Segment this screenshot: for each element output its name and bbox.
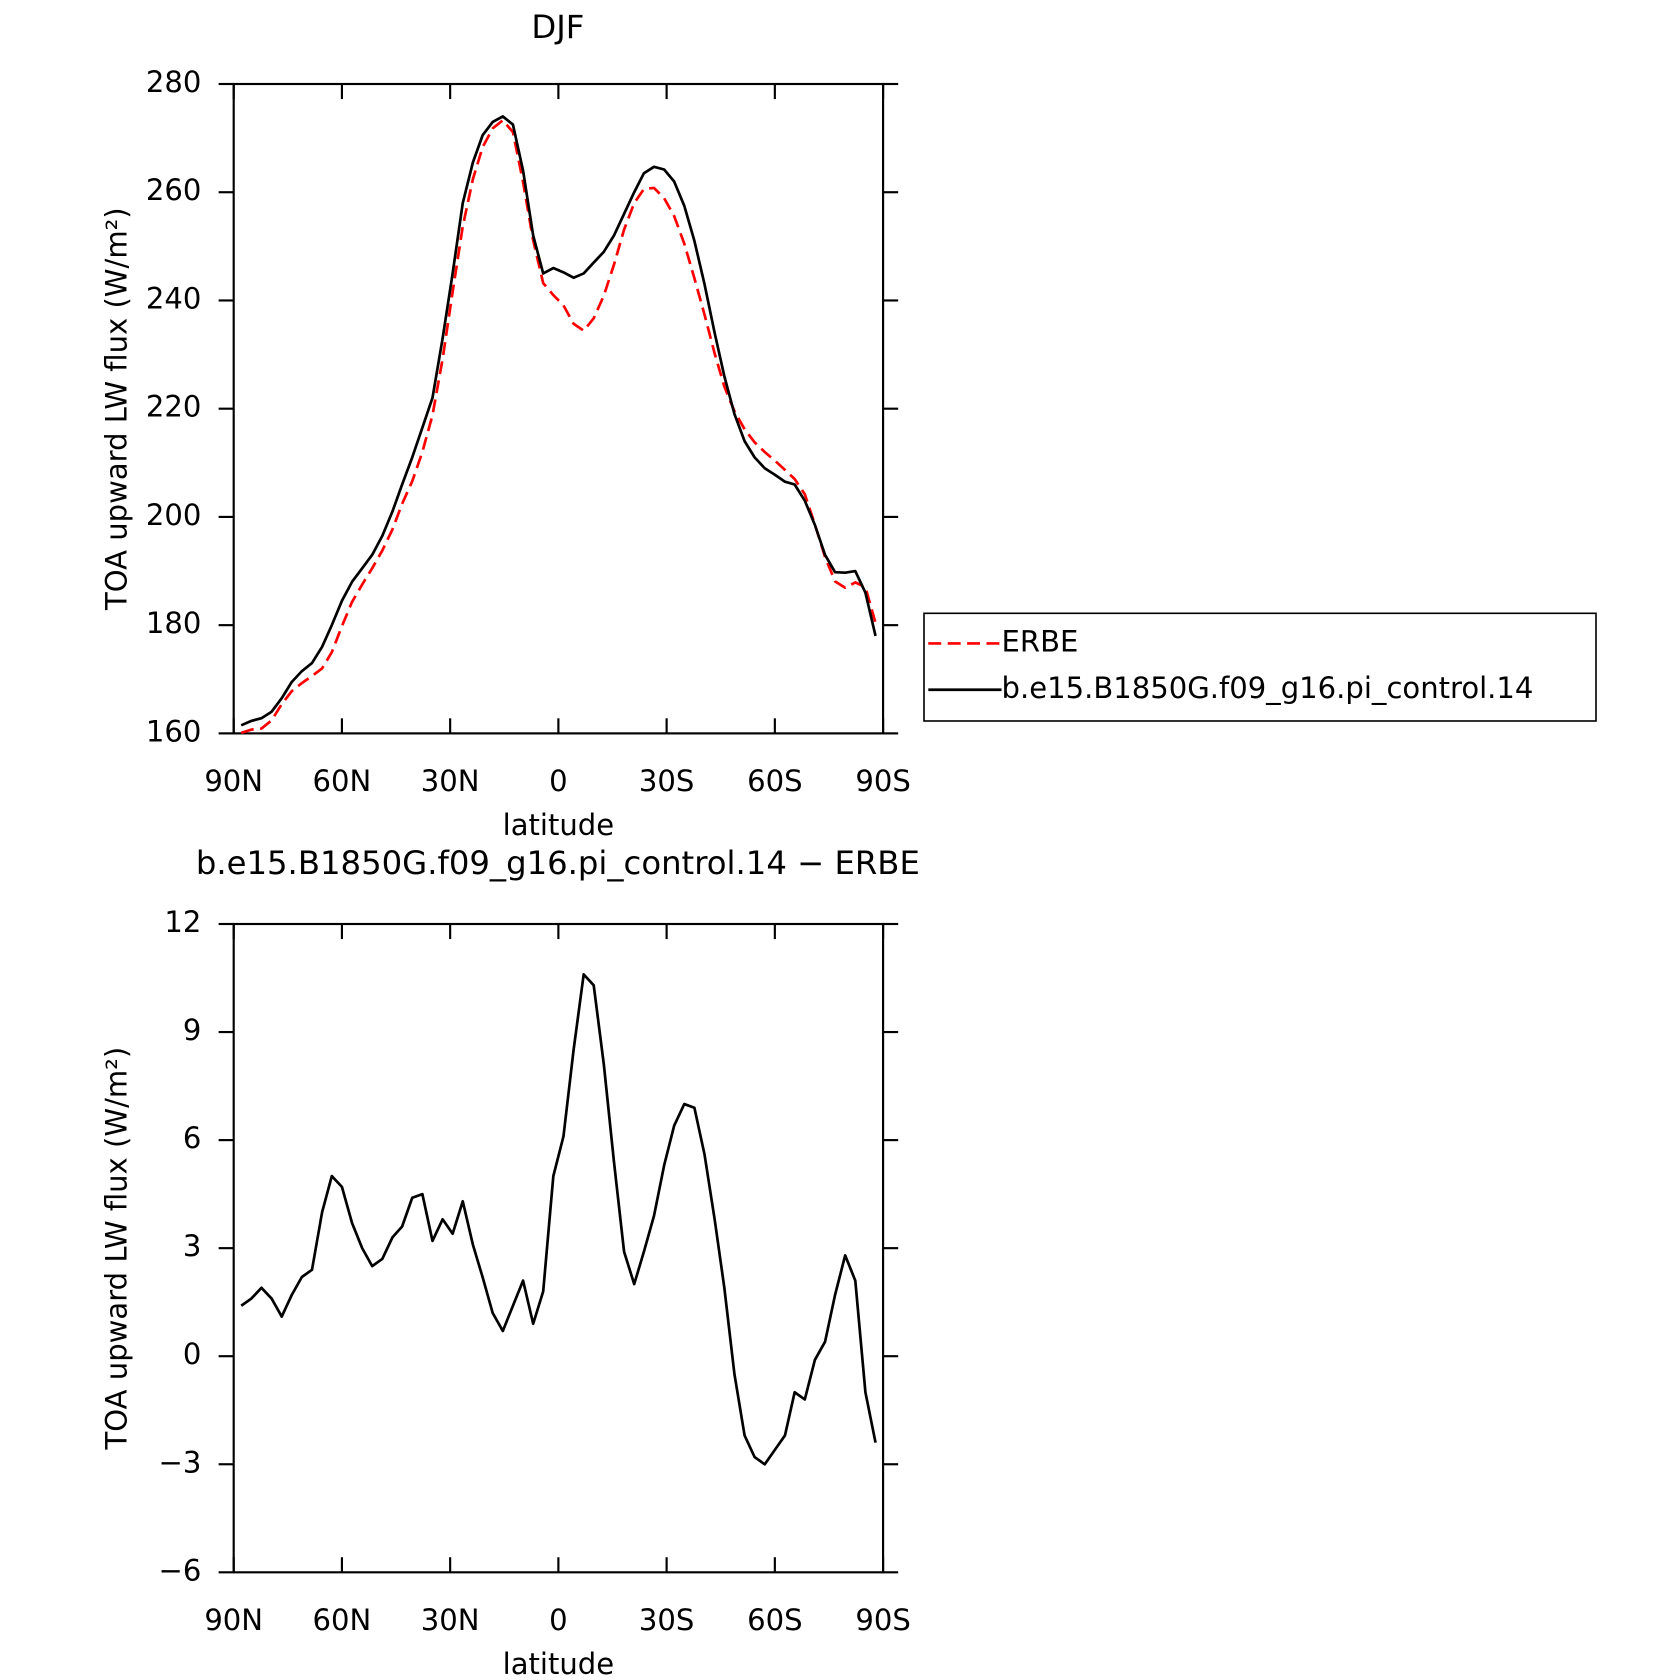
- x-tick-label: 60N: [313, 764, 372, 798]
- legend-box: [923, 612, 1597, 722]
- plot-frame: [232, 922, 885, 1574]
- x-tick-label: 60S: [747, 1603, 802, 1637]
- y-tick-label: 200: [146, 498, 201, 532]
- legend-label: ERBE: [1002, 624, 1079, 658]
- y-tick-label: 6: [183, 1121, 202, 1155]
- x-tick-label: 60S: [747, 764, 802, 798]
- y-tick-label: 0: [183, 1337, 202, 1371]
- y-tick-label: 12: [164, 905, 201, 939]
- y-tick-label: 9: [183, 1013, 202, 1047]
- x-tick-label: 90N: [204, 764, 263, 798]
- x-tick-label: 0: [549, 1603, 568, 1637]
- y-tick-label: 260: [146, 173, 201, 207]
- x-axis-label: latitude: [503, 808, 615, 842]
- legend-label: b.e15.B1850G.f09_g16.pi_control.14: [1002, 671, 1534, 705]
- x-tick-label: 0: [549, 764, 568, 798]
- y-tick-label: −3: [159, 1445, 202, 1479]
- x-tick-label: 30S: [639, 764, 694, 798]
- x-tick-label: 30N: [421, 764, 480, 798]
- x-tick-label: 30N: [421, 1603, 480, 1637]
- chart-title: b.e15.B1850G.f09_g16.pi_control.14 − ERB…: [196, 844, 920, 882]
- data-line: [240, 118, 877, 735]
- y-tick-label: 160: [146, 714, 201, 748]
- x-tick-label: 90S: [855, 764, 910, 798]
- y-tick-label: 280: [146, 65, 201, 99]
- x-axis-label: latitude: [503, 1647, 615, 1680]
- x-tick-label: 90S: [855, 1603, 910, 1637]
- y-tick-label: 3: [183, 1229, 202, 1263]
- y-tick-label: 180: [146, 606, 201, 640]
- chart-title: DJF: [531, 8, 584, 46]
- plot-frame: [232, 82, 885, 735]
- x-tick-label: 30S: [639, 1603, 694, 1637]
- y-tick-label: −6: [159, 1553, 202, 1587]
- y-tick-label: 240: [146, 281, 201, 315]
- data-line: [240, 973, 877, 1466]
- x-tick-label: 90N: [204, 1603, 263, 1637]
- x-tick-label: 60N: [313, 1603, 372, 1637]
- y-axis-label: TOA upward LW flux (W/m²): [99, 207, 133, 611]
- y-tick-label: 220: [146, 390, 201, 424]
- y-axis-label: TOA upward LW flux (W/m²): [99, 1047, 133, 1451]
- data-line: [240, 115, 877, 727]
